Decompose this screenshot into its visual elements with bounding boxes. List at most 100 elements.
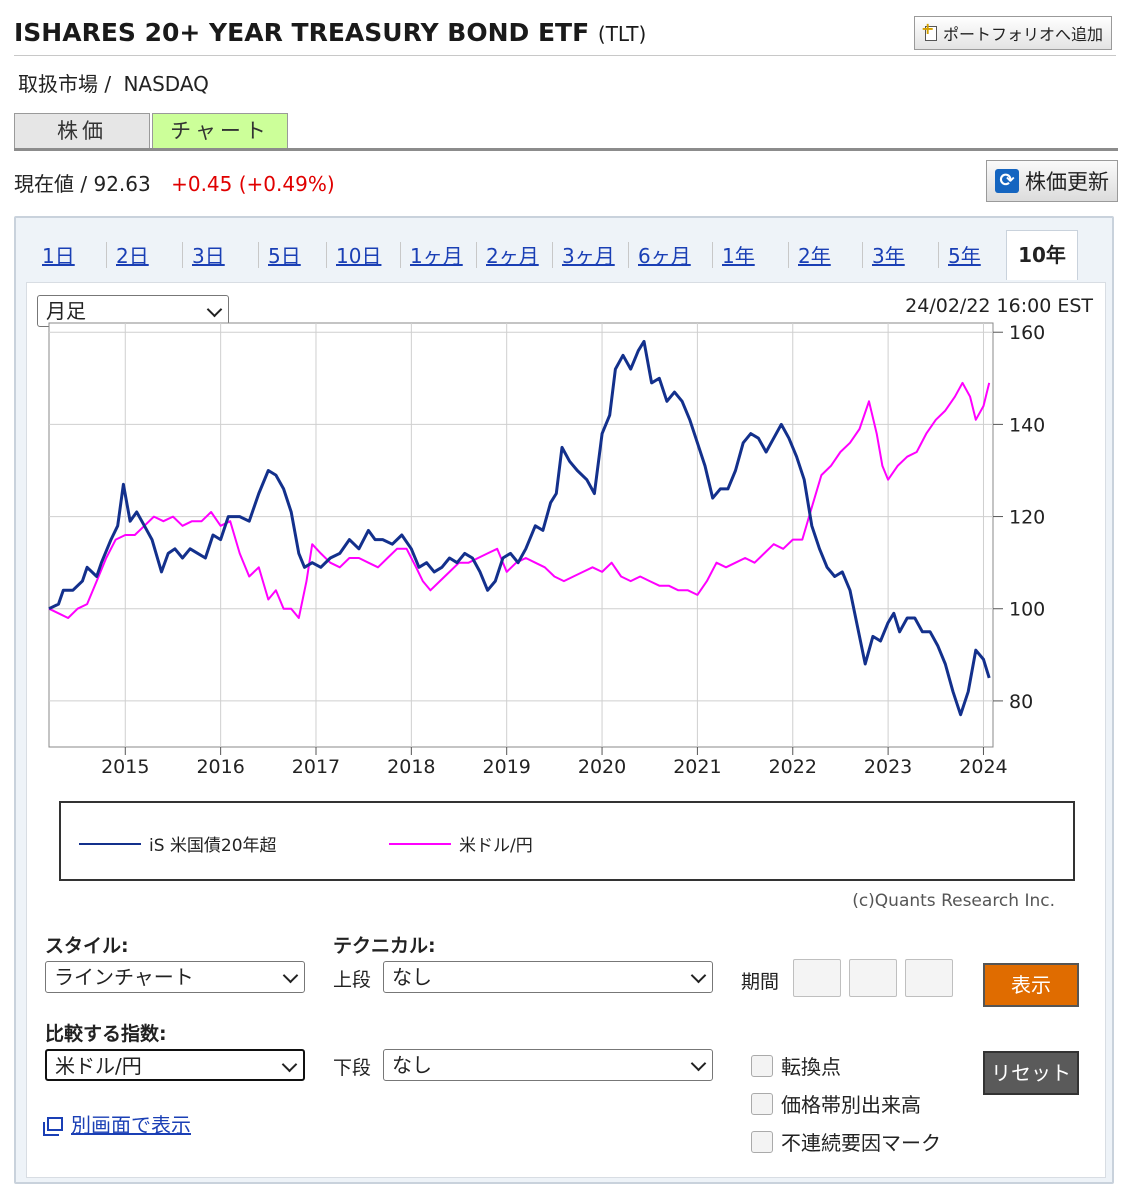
period-tab-1[interactable]: 2日 [116, 244, 149, 268]
add-document-icon: + [921, 19, 939, 43]
market-value: NASDAQ [123, 72, 209, 96]
tab-chart[interactable]: チャート [152, 113, 288, 148]
x-tick-label: 2023 [864, 756, 912, 778]
interval-select[interactable]: 月足 [37, 295, 229, 327]
lower-label: 下段 [333, 1057, 372, 1079]
chevron-down-icon [690, 1055, 707, 1072]
legend-label-usdjpy: 米ドル/円 [459, 836, 533, 856]
period-separator [552, 242, 553, 268]
add-to-portfolio-label: ポートフォリオへ追加 [942, 25, 1103, 44]
interval-select-value: 月足 [46, 299, 86, 323]
period-separator [258, 242, 259, 268]
tab-stock-price[interactable]: 株価 [14, 113, 150, 148]
quote-change-pct: (+0.49%) [238, 172, 335, 196]
quote-change: +0.45 [171, 172, 233, 196]
add-to-portfolio-button[interactable]: + ポートフォリオへ追加 [913, 16, 1112, 50]
style-label: スタイル: [45, 935, 129, 957]
checkbox-label: 価格帯別出来高 [781, 1093, 921, 1117]
checkbox-discontinuity-mark[interactable]: 不連続要因マーク [751, 1127, 941, 1156]
period-input-2[interactable] [849, 959, 897, 997]
period-separator [326, 242, 327, 268]
current-quote: 現在値 / 92.63 +0.45 (+0.49%) [14, 168, 335, 197]
new-window-icon [43, 1116, 63, 1136]
chart-area: 月足 24/02/22 16:00 EST 160 140 120 100 80 2015… [26, 282, 1106, 1178]
checkbox-box[interactable] [751, 1130, 773, 1153]
x-tick-label: 2022 [769, 756, 817, 778]
chevron-down-icon [690, 967, 707, 984]
period-tab-0[interactable]: 1日 [42, 244, 75, 268]
upper-technical-select[interactable]: なし [383, 961, 713, 993]
period-tab-11[interactable]: 3年 [872, 244, 905, 268]
period-separator [862, 242, 863, 268]
main-tabs: 株価 チャート [14, 113, 1118, 151]
checkbox-volume-by-price[interactable]: 価格帯別出来高 [751, 1089, 921, 1118]
chart-timestamp: 24/02/22 16:00 EST [905, 295, 1093, 317]
legend-swatch-usdjpy [389, 842, 451, 845]
period-input-3[interactable] [905, 959, 953, 997]
ticker-symbol: (TLT) [597, 22, 647, 46]
market-label: 取扱市場 / [18, 72, 112, 96]
period-tab-2[interactable]: 3日 [192, 244, 225, 268]
show-button[interactable]: 表示 [983, 963, 1079, 1007]
x-tick-label: 2021 [673, 756, 721, 778]
period-separator [400, 242, 401, 268]
x-tick-label: 2018 [387, 756, 435, 778]
compare-index-select[interactable]: 米ドル/円 [45, 1049, 305, 1081]
compare-label: 比較する指数: [45, 1023, 167, 1045]
period-tab-10[interactable]: 2年 [798, 244, 831, 268]
chevron-down-icon [281, 1056, 298, 1073]
period-tab-7[interactable]: 3ヶ月 [562, 244, 615, 268]
period-separator [106, 242, 107, 268]
period-tab-9[interactable]: 1年 [722, 244, 755, 268]
refresh-label: 株価更新 [1025, 170, 1109, 194]
period-tab-4[interactable]: 10日 [336, 244, 382, 268]
legend-item-usdjpy: 米ドル/円 [389, 831, 533, 856]
page-title: ISHARES 20+ YEAR TREASURY BOND ETF (TLT) [14, 18, 646, 47]
period-tab-13[interactable]: 10年 [1006, 230, 1078, 280]
period-separator [938, 242, 939, 268]
lower-technical-select[interactable]: なし [383, 1049, 713, 1081]
x-tick-label: 2019 [483, 756, 531, 778]
quote-price: 92.63 [93, 172, 151, 196]
y-tick-label: 80 [1009, 691, 1033, 713]
period-label: 期間 [741, 971, 780, 993]
period-input-1[interactable] [793, 959, 841, 997]
period-separator [628, 242, 629, 268]
checkbox-label: 不連続要因マーク [781, 1131, 941, 1155]
x-tick-label: 2020 [578, 756, 626, 778]
period-separator [712, 242, 713, 268]
x-tick-label: 2024 [959, 756, 1007, 778]
period-separator [476, 242, 477, 268]
separate-window-label: 別画面で表示 [71, 1113, 191, 1137]
x-tick-label: 2015 [101, 756, 149, 778]
copyright-notice: (c)Quants Research Inc. [852, 891, 1055, 911]
style-select[interactable]: ラインチャート [45, 961, 305, 993]
reset-button[interactable]: リセット [983, 1051, 1079, 1095]
checkbox-box[interactable] [751, 1054, 773, 1077]
x-tick-label: 2016 [196, 756, 244, 778]
period-tab-5[interactable]: 1ヶ月 [410, 244, 463, 268]
plot-frame [48, 322, 994, 748]
period-tab-8[interactable]: 6ヶ月 [638, 244, 691, 268]
price-chart: 160 140 120 100 80 2015 2016 2017 2018 2019 2020 20… [48, 322, 1045, 778]
checkbox-turning-point[interactable]: 転換点 [751, 1051, 841, 1080]
period-tab-6[interactable]: 2ヶ月 [486, 244, 539, 268]
legend-item-tlt: iS 米国債20年超 [79, 831, 277, 856]
checkbox-box[interactable] [751, 1092, 773, 1115]
chevron-down-icon [282, 967, 299, 984]
series-line-tlt [48, 339, 991, 717]
y-tick-label: 140 [1009, 414, 1045, 436]
refresh-price-button[interactable]: ⟳ 株価更新 [986, 160, 1118, 202]
upper-select-value: なし [392, 965, 432, 989]
chart-legend: iS 米国債20年超 米ドル/円 [59, 801, 1075, 881]
legend-swatch-tlt [79, 842, 141, 845]
period-tab-12[interactable]: 5年 [948, 244, 981, 268]
open-separate-window-link[interactable]: 別画面で表示 [43, 1109, 191, 1138]
period-separator [182, 242, 183, 268]
period-selector: 1日 2日 3日 5日 10日 1ヶ月 2ヶ月 3ヶ月 6ヶ月 1年 2年 3年 5年 10年 [26, 230, 1104, 280]
fund-name: ISHARES 20+ YEAR TREASURY BOND ETF [14, 18, 590, 47]
period-tab-3[interactable]: 5日 [268, 244, 301, 268]
refresh-icon: ⟳ [995, 169, 1019, 193]
upper-label: 上段 [333, 969, 372, 991]
